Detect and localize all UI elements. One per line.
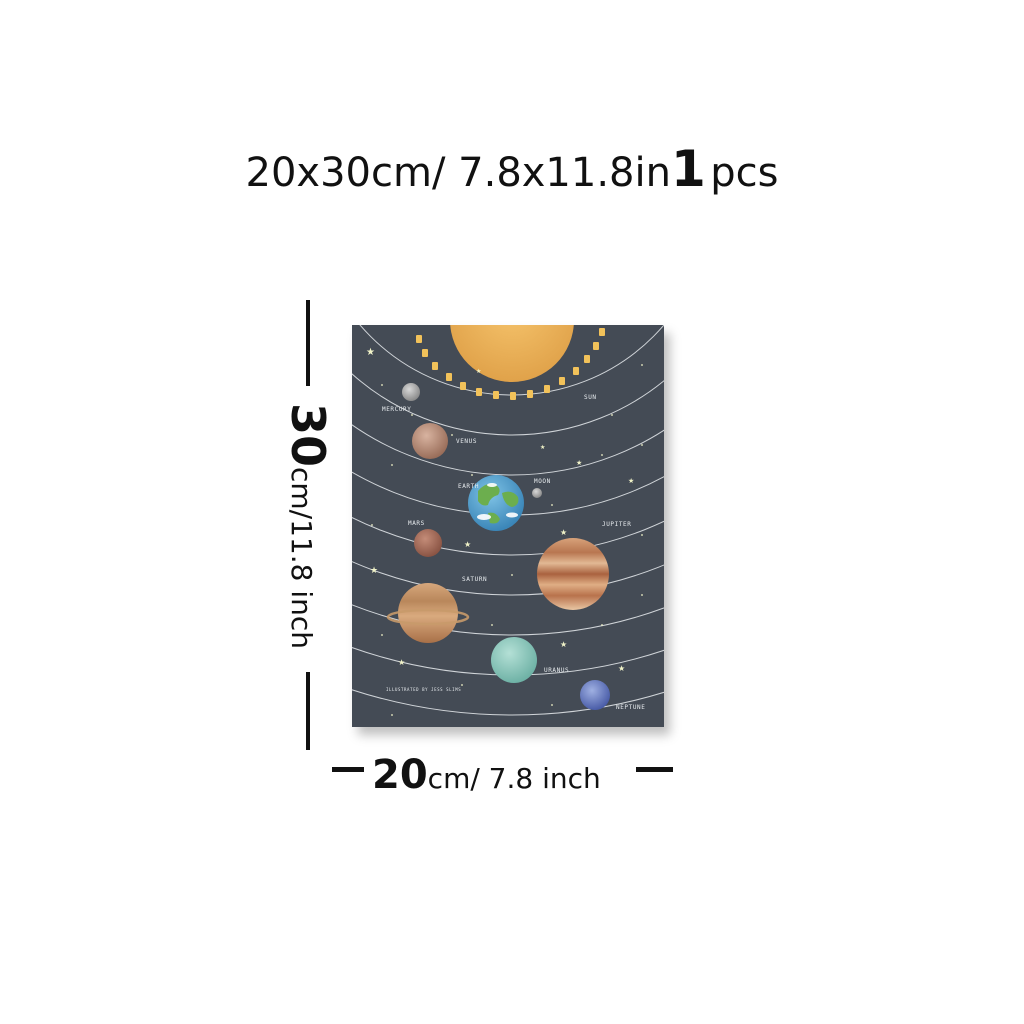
svg-text:★: ★: [540, 444, 545, 451]
svg-text:★: ★: [560, 528, 567, 537]
neptune: NEPTUNE: [580, 680, 646, 711]
mercury: MERCURY: [382, 383, 420, 413]
svg-text:★: ★: [628, 477, 634, 485]
saturn: SATURN: [386, 576, 487, 643]
width-label: 20cm/ 7.8 inch: [372, 752, 601, 798]
sun: SUN: [416, 325, 605, 401]
venus: VENUS: [412, 423, 477, 459]
stars: ★ ★ ★ ★ ★ ★ ★ ★ ★ ★ ★: [366, 347, 643, 716]
solar-system-poster: SUN ★ ★ ★ ★ ★ ★ ★ ★ ★ ★ ★ MERCURY: [352, 325, 664, 727]
label-uranus: URANUS: [544, 667, 569, 674]
label-venus: VENUS: [456, 438, 477, 445]
width-unit: cm/ 7.8 inch: [427, 762, 601, 795]
width-line-left: [332, 767, 364, 772]
mars: MARS: [408, 520, 442, 557]
height-label: 30cm/11.8 inch: [281, 403, 335, 649]
width-line-right: [636, 767, 673, 772]
label-sun: SUN: [584, 394, 597, 401]
illustrator-credit: ILLUSTRATED BY JESS SLIMS: [386, 687, 461, 692]
quantity-unit: pcs: [710, 150, 779, 196]
height-value: 30: [281, 402, 335, 467]
svg-text:★: ★: [560, 640, 567, 649]
quantity-number: 1: [670, 140, 706, 198]
height-line-top: [306, 300, 310, 386]
svg-text:★: ★: [576, 459, 582, 467]
label-neptune: NEPTUNE: [616, 704, 646, 711]
earth: EARTH: [458, 475, 524, 531]
label-earth: EARTH: [458, 483, 479, 490]
size-text: 20x30cm/ 7.8x11.8in: [245, 150, 671, 196]
svg-text:★: ★: [398, 658, 405, 667]
svg-text:★: ★: [366, 347, 375, 358]
label-saturn: SATURN: [462, 576, 487, 583]
height-line-bottom: [306, 672, 310, 750]
label-mars: MARS: [408, 520, 425, 527]
height-unit: cm/11.8 inch: [285, 467, 318, 650]
svg-text:★: ★: [618, 664, 625, 673]
label-jupiter: JUPITER: [602, 521, 632, 528]
label-moon: MOON: [534, 478, 551, 485]
uranus: URANUS: [491, 637, 569, 683]
label-mercury: MERCURY: [382, 406, 412, 413]
svg-text:★: ★: [464, 540, 471, 549]
width-value: 20: [372, 752, 428, 798]
moon: MOON: [532, 478, 551, 498]
jupiter: JUPITER: [537, 521, 632, 610]
svg-text:★: ★: [370, 566, 378, 576]
poster-art: SUN ★ ★ ★ ★ ★ ★ ★ ★ ★ ★ ★ MERCURY: [352, 325, 664, 727]
size-heading: 20x30cm/ 7.8x11.8in1 pcs: [0, 140, 1024, 198]
svg-text:★: ★: [476, 368, 481, 375]
